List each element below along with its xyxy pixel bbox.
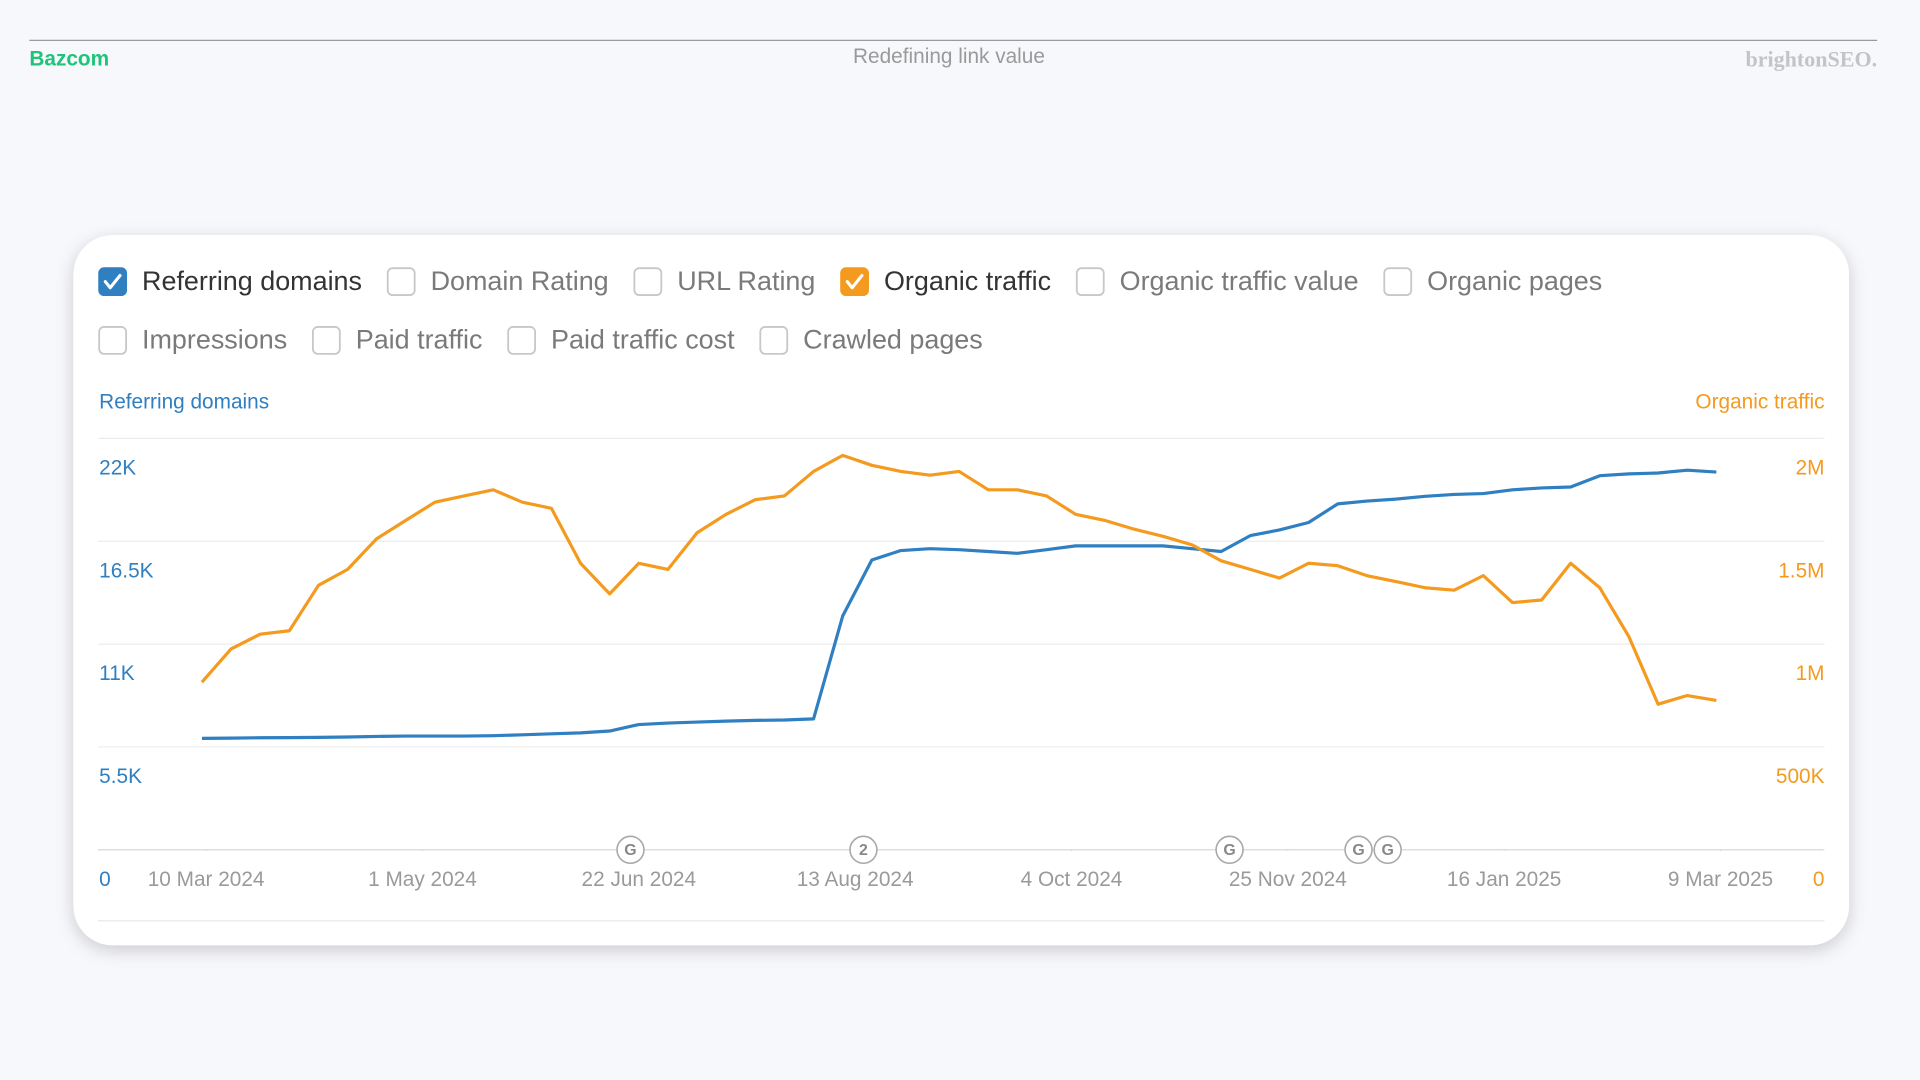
x-tick-label: 16 Jan 2025 [1447, 868, 1562, 891]
toggle-label[interactable]: Crawled pages [803, 325, 983, 355]
y-tick-label: 22K [99, 456, 136, 479]
toggle-label[interactable]: Impressions [142, 325, 287, 355]
checkbox[interactable] [386, 267, 416, 297]
checkbox[interactable] [1383, 267, 1413, 297]
y2-tick-label: 1.5M [1778, 559, 1824, 582]
toggle-label[interactable]: Domain Rating [431, 266, 609, 296]
event-label: G [624, 842, 636, 859]
toggle-label[interactable]: Paid traffic cost [551, 325, 735, 355]
event-label: G [1352, 842, 1364, 859]
checkbox[interactable] [98, 267, 128, 297]
series-line [200, 453, 1717, 706]
y2-tick-label: 2M [1796, 456, 1825, 479]
metric-toggles: Referring domains Domain Rating URL Rating… [98, 266, 1602, 355]
series-line [201, 468, 1717, 740]
metric-toggle[interactable]: Domain Rating [386, 266, 609, 297]
x-tick-label: 10 Mar 2024 [148, 868, 265, 891]
event-marker [1344, 835, 1373, 865]
y-axis-title: Referring domains [99, 390, 269, 413]
toggle-label[interactable]: Referring domains [142, 266, 362, 296]
toggle-label[interactable]: Paid traffic [356, 325, 483, 355]
y2-tick-label: 0 [1813, 868, 1825, 891]
y-tick-label: 16.5K [99, 559, 153, 582]
x-tick-label: 9 Mar 2025 [1668, 868, 1773, 891]
checkbox[interactable] [98, 326, 128, 355]
x-tick-label: 1 May 2024 [368, 868, 477, 891]
checkmark [103, 273, 122, 290]
toggle-label[interactable]: Organic traffic value [1120, 266, 1359, 296]
x-tick-label: 25 Nov 2024 [1229, 868, 1347, 891]
y-tick-label: 11K [99, 662, 135, 685]
metric-toggle[interactable]: Impressions [98, 325, 287, 355]
brand: brightonSEO. [1746, 46, 1878, 71]
x-tick-label: 13 Aug 2024 [797, 868, 914, 891]
metric-toggle[interactable]: Referring domains [98, 266, 362, 297]
event-label: 2 [859, 842, 868, 859]
logo: Bazcom [29, 48, 109, 71]
event-marker [616, 835, 645, 865]
plot: 0 5.5K 11K 16.5K 22K 0 500K 1M 1.5M 2M 10 Mar 2024… [97, 437, 1825, 891]
event-marker [1373, 835, 1402, 865]
toggle-label[interactable]: URL Rating [677, 266, 815, 296]
y-tick-label: 0 [99, 868, 111, 891]
checkbox[interactable] [759, 326, 789, 355]
y2-tick-label: 1M [1796, 662, 1825, 685]
header-title: Redefining link value [853, 45, 1045, 68]
event-marker [1215, 835, 1244, 865]
metric-toggle[interactable]: Paid traffic [311, 325, 483, 355]
y-tick-label: 5.5K [99, 765, 142, 788]
checkbox[interactable] [311, 326, 341, 355]
event-label: G [1223, 842, 1235, 859]
metric-toggle[interactable]: Organic traffic [840, 266, 1051, 297]
checkbox[interactable] [840, 267, 869, 297]
checkbox[interactable] [633, 267, 663, 297]
x-tick-label: 4 Oct 2024 [1021, 868, 1123, 891]
event-marker [849, 835, 878, 865]
y2-tick-label: 500K [1776, 765, 1825, 788]
metric-toggle[interactable]: Crawled pages [759, 325, 983, 355]
checkbox[interactable] [1075, 267, 1105, 297]
event-label: G [1381, 842, 1393, 859]
toggle-label[interactable]: Organic traffic [884, 266, 1051, 296]
x-tick-label: 22 Jun 2024 [582, 868, 697, 891]
checkmark [845, 273, 864, 290]
checkbox[interactable] [507, 326, 537, 355]
metric-toggle[interactable]: Organic pages [1383, 266, 1602, 297]
metric-toggle[interactable]: URL Rating [633, 266, 815, 297]
metric-toggle[interactable]: Paid traffic cost [507, 325, 735, 355]
chart-card [73, 235, 1849, 946]
metric-toggle[interactable]: Organic traffic value [1075, 266, 1359, 297]
y2-axis-title: Organic traffic [1695, 390, 1824, 413]
toggle-label[interactable]: Organic pages [1427, 266, 1602, 296]
